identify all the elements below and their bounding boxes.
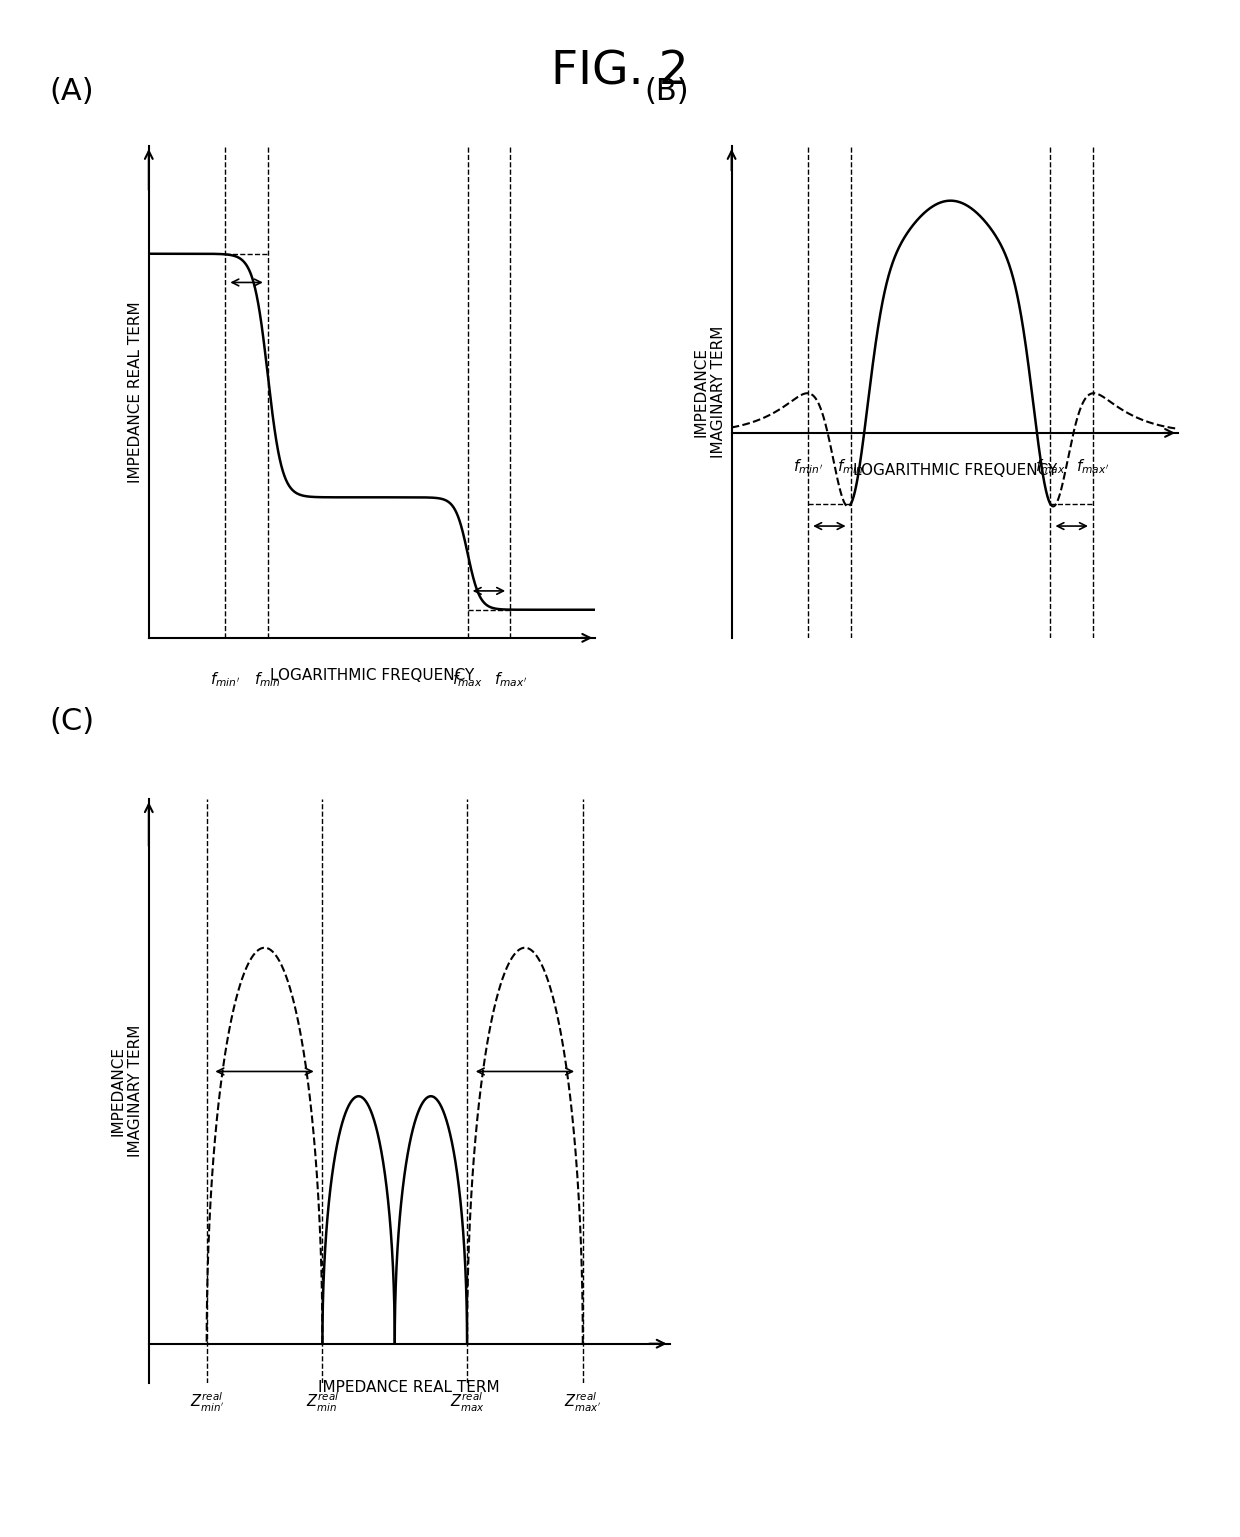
Text: $f_{max'}$: $f_{max'}$ <box>494 670 527 689</box>
Text: (C): (C) <box>50 707 94 736</box>
Text: FIG. 2: FIG. 2 <box>551 49 689 94</box>
Text: $f_{max}$: $f_{max}$ <box>1035 458 1066 476</box>
Text: $Z^{real}_{max'}$: $Z^{real}_{max'}$ <box>564 1391 601 1414</box>
Text: (B): (B) <box>645 77 689 106</box>
X-axis label: LOGARITHMIC FREQUENCY: LOGARITHMIC FREQUENCY <box>270 669 474 684</box>
Text: (A): (A) <box>50 77 94 106</box>
Text: $f_{min}$: $f_{min}$ <box>837 458 864 476</box>
X-axis label: IMPEDANCE REAL TERM: IMPEDANCE REAL TERM <box>319 1380 500 1394</box>
Text: $f_{min'}$: $f_{min'}$ <box>211 670 241 689</box>
X-axis label: LOGARITHMIC FREQUENCY: LOGARITHMIC FREQUENCY <box>853 464 1056 478</box>
Y-axis label: IMPEDANCE
IMAGINARY TERM: IMPEDANCE IMAGINARY TERM <box>693 326 727 458</box>
Text: $f_{min}$: $f_{min}$ <box>254 670 281 689</box>
Text: $Z^{real}_{min'}$: $Z^{real}_{min'}$ <box>190 1391 223 1414</box>
Text: $f_{max'}$: $f_{max'}$ <box>1076 458 1110 476</box>
Text: $f_{max}$: $f_{max}$ <box>453 670 484 689</box>
Y-axis label: IMPEDANCE REAL TERM: IMPEDANCE REAL TERM <box>128 301 144 483</box>
Text: $Z^{real}_{max}$: $Z^{real}_{max}$ <box>450 1391 485 1414</box>
Y-axis label: IMPEDANCE
IMAGINARY TERM: IMPEDANCE IMAGINARY TERM <box>110 1025 144 1157</box>
Text: $f_{min'}$: $f_{min'}$ <box>794 458 823 476</box>
Text: $Z^{real}_{min}$: $Z^{real}_{min}$ <box>306 1391 339 1414</box>
